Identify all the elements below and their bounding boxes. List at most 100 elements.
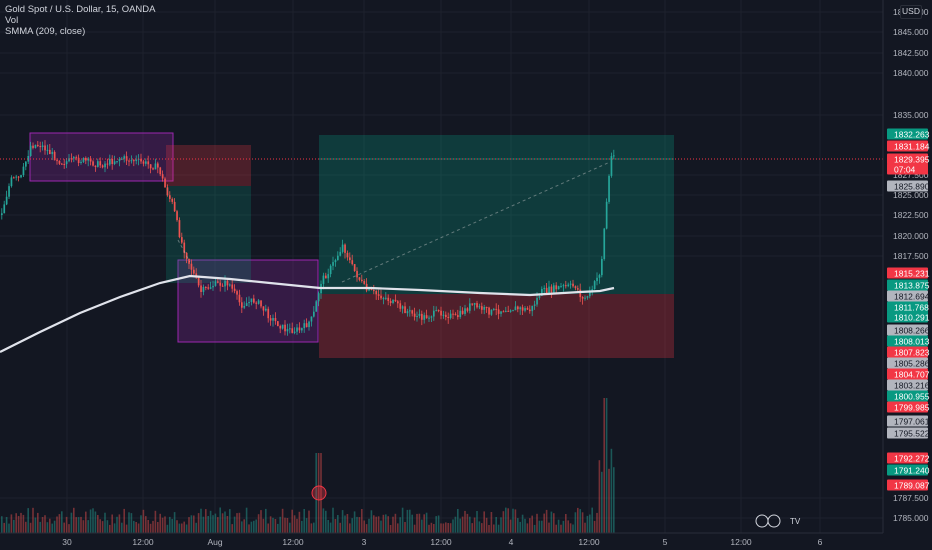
candle-body — [425, 315, 428, 319]
candle-body — [298, 327, 301, 331]
volume-bar — [401, 507, 404, 533]
candle-body — [377, 294, 380, 296]
candle-body — [442, 314, 445, 316]
candle-body — [116, 161, 118, 163]
price-label-badge — [887, 479, 928, 491]
volume-bar — [260, 510, 262, 533]
candle-body — [385, 297, 387, 299]
symbol-title[interactable]: Gold Spot / U.S. Dollar, 15, OANDA — [5, 4, 156, 15]
candle-body — [488, 307, 490, 315]
price-axis[interactable]: 1850.0001845.0001842.5001840.0001835.000… — [882, 0, 932, 550]
volume-bar — [488, 525, 490, 533]
candle-body — [229, 284, 231, 286]
grid-lines — [0, 0, 883, 533]
candle-body — [589, 290, 591, 297]
price-label-badge — [887, 452, 928, 464]
volume-bar — [545, 509, 548, 533]
price-label-text: 1807.823 — [894, 348, 930, 358]
volume-bar — [349, 523, 351, 533]
candle-body — [260, 300, 262, 307]
candle-body — [92, 161, 94, 166]
volume-bar — [548, 522, 550, 533]
time-tick-label: 12:00 — [430, 537, 452, 547]
candle-body — [596, 277, 598, 282]
volume-bar — [385, 514, 387, 533]
candle-body — [497, 309, 500, 314]
volume-bar — [257, 514, 260, 533]
candle-body — [507, 310, 510, 312]
volume-bar — [370, 510, 373, 533]
candle-body — [421, 313, 423, 320]
volume-bar — [20, 512, 22, 533]
volume-bar — [586, 515, 589, 533]
price-label-text: 1811.768 — [894, 303, 929, 313]
candle-body — [363, 281, 366, 284]
candle-body — [613, 155, 615, 157]
volume-bar — [310, 523, 313, 533]
candle-body — [305, 323, 308, 328]
currency-button[interactable]: USD — [900, 5, 922, 19]
tradingview-logo-icon-2 — [767, 514, 781, 528]
candle-body — [521, 307, 524, 311]
volume-bar — [416, 513, 418, 533]
candle-body — [181, 237, 183, 243]
candle-body — [257, 300, 260, 304]
volume-bar — [536, 513, 538, 533]
price-label-badge — [887, 415, 928, 427]
volume-bar — [605, 398, 608, 533]
candle-body — [46, 149, 49, 151]
volume-bar — [495, 517, 497, 533]
volume-bar — [471, 523, 473, 533]
price-tick-label: 1787.500 — [893, 493, 929, 503]
volume-bar — [565, 514, 567, 533]
volume-bar — [339, 522, 341, 533]
volume-bar — [325, 510, 327, 533]
price-label-badge — [887, 163, 928, 175]
volume-bar — [457, 509, 459, 533]
volume-bar — [181, 523, 183, 533]
candle-body — [3, 204, 6, 214]
time-axis[interactable]: 30 12:00 Aug 12:00 3 12:00 4 12:00 5 12:00 6 — [0, 532, 932, 550]
volume-label[interactable]: Vol — [5, 15, 19, 26]
volume-bar — [133, 520, 135, 533]
price-label-badge — [887, 140, 928, 152]
volume-bar — [305, 518, 308, 533]
time-tick-label: 3 — [362, 537, 367, 547]
volume-bar — [185, 524, 188, 533]
price-label-badge — [887, 180, 928, 192]
candle-body — [190, 263, 193, 270]
drawing-zones[interactable] — [29, 132, 674, 358]
indicator-label[interactable]: SMMA (209, close) — [5, 26, 86, 37]
price-tick-label: 1825.000 — [893, 190, 929, 200]
candle-body — [166, 187, 169, 196]
volume-bar — [17, 516, 20, 533]
volume-bar — [296, 518, 298, 533]
candle-body — [133, 160, 135, 162]
candle-body — [490, 309, 493, 315]
volume-bar — [65, 516, 68, 533]
volume-bar — [205, 509, 207, 533]
volume-bar — [250, 521, 253, 533]
candle-body — [505, 310, 507, 312]
candle-body — [209, 287, 212, 289]
candle-body — [236, 291, 238, 295]
volume-bar — [233, 516, 236, 533]
volume-bar — [243, 519, 245, 533]
volume-bar — [526, 523, 529, 533]
volume-bar — [411, 514, 413, 533]
candle-body — [351, 260, 354, 265]
candle-body — [598, 275, 601, 278]
volume-bar — [363, 520, 365, 533]
volume-bar — [289, 522, 291, 533]
stop-loss-zone-1 — [166, 145, 251, 186]
candle-body — [454, 314, 457, 316]
candle-body — [217, 281, 219, 283]
chart-annotations[interactable]: TV — [0, 158, 883, 528]
candle-body — [569, 283, 572, 285]
volume-bar — [238, 512, 241, 533]
volume-bar — [61, 511, 63, 533]
candle-body — [238, 294, 241, 303]
volume-bar — [361, 509, 363, 533]
candle-body — [20, 175, 22, 178]
